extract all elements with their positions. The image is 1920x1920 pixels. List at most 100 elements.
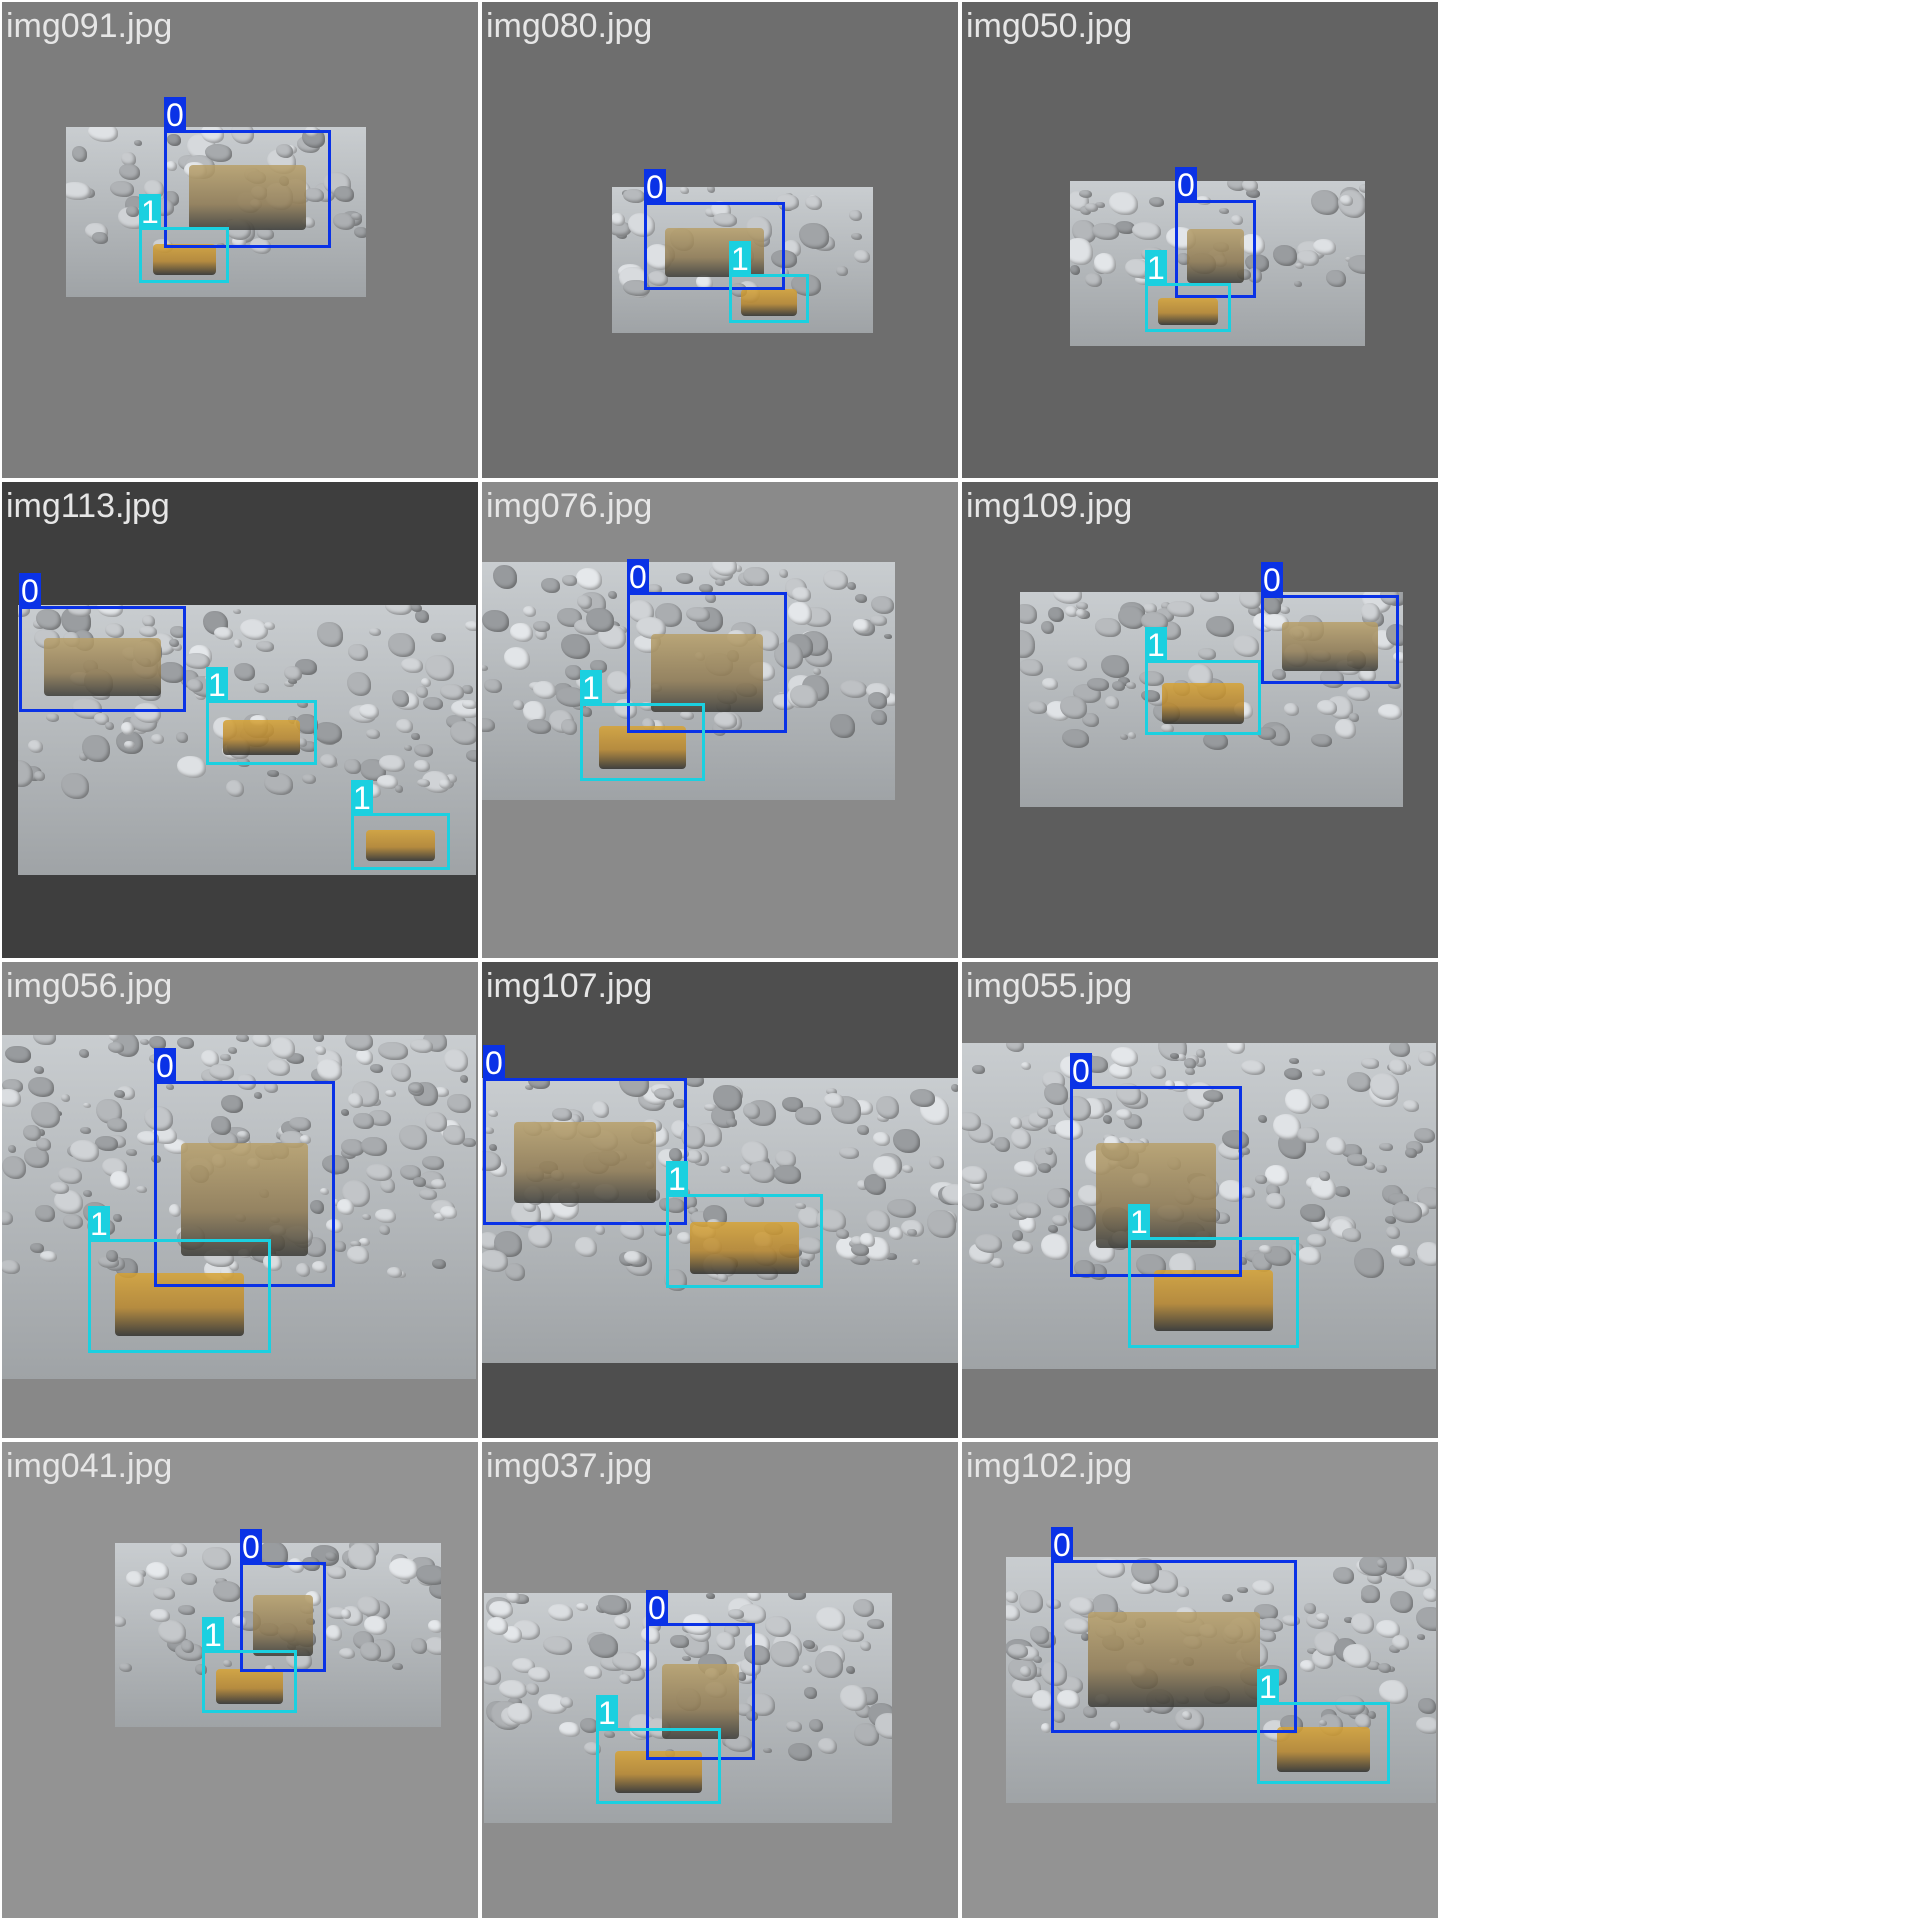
- bounding-box-class-1: [596, 1728, 721, 1804]
- rock-texture: [654, 1087, 675, 1100]
- rock-texture: [608, 591, 617, 599]
- rock-texture: [489, 1601, 514, 1619]
- rock-texture: [1310, 190, 1339, 216]
- rock-texture: [1167, 600, 1194, 617]
- rock-texture: [1047, 1124, 1059, 1135]
- rock-texture: [854, 250, 870, 263]
- rock-texture: [1358, 183, 1365, 193]
- rock-texture: [874, 1712, 892, 1740]
- rock-texture: [1284, 703, 1299, 716]
- rock-texture: [788, 1593, 806, 1601]
- rock-texture: [66, 181, 91, 201]
- class-label-tag: 0: [1261, 562, 1283, 598]
- rock-texture: [857, 1124, 870, 1136]
- excavator-shape: [651, 634, 763, 712]
- rock-texture: [1047, 1225, 1058, 1234]
- rock-texture: [1219, 207, 1230, 214]
- rock-texture: [870, 709, 887, 725]
- rock-texture: [854, 593, 868, 604]
- rock-texture: [150, 733, 164, 745]
- rock-texture: [745, 1710, 758, 1722]
- mosaic-tile: img080.jpg 0 1: [482, 2, 958, 478]
- rock-texture: [369, 627, 382, 637]
- rock-texture: [1031, 1689, 1055, 1711]
- rock-texture: [236, 1130, 249, 1139]
- rock-texture: [316, 621, 343, 648]
- rock-texture: [28, 1077, 54, 1097]
- rock-texture: [422, 696, 444, 710]
- rock-texture: [234, 663, 256, 682]
- rock-texture: [208, 1063, 235, 1080]
- rock-texture: [1040, 1233, 1069, 1261]
- rock-texture: [1222, 1593, 1234, 1603]
- rock-texture: [287, 678, 297, 685]
- rock-texture: [677, 1232, 693, 1244]
- rock-texture: [1160, 602, 1171, 611]
- mosaic-tile: img091.jpg 0 1: [2, 2, 478, 478]
- rock-texture: [366, 1164, 392, 1182]
- rock-texture: [875, 1096, 899, 1119]
- bounding-box-class-0: [1051, 1560, 1297, 1733]
- bounding-box-class-1: [1145, 283, 1231, 332]
- rock-texture: [110, 180, 135, 198]
- rock-texture: [1226, 1043, 1245, 1055]
- rock-texture: [1307, 1234, 1326, 1248]
- dump-truck-shape: [216, 1668, 283, 1704]
- rock-texture: [378, 755, 405, 773]
- rock-texture: [867, 691, 888, 709]
- rock-texture: [687, 1207, 699, 1216]
- rock-texture: [1392, 1635, 1410, 1651]
- bounding-box-class-0: [644, 202, 785, 290]
- rock-texture: [1310, 1093, 1330, 1110]
- rock-texture: [528, 1078, 551, 1090]
- rock-texture: [176, 731, 188, 743]
- rock-texture: [645, 583, 663, 594]
- rock-texture: [942, 1183, 958, 1206]
- rock-texture: [227, 1047, 237, 1054]
- rock-texture: [344, 758, 361, 775]
- rock-texture: [1072, 219, 1097, 243]
- image-filename: img102.jpg: [966, 1447, 1133, 1485]
- class-label-tag: 1: [1128, 1204, 1150, 1240]
- rock-texture: [711, 562, 737, 577]
- rock-texture: [962, 1112, 982, 1131]
- rock-texture: [1389, 1058, 1408, 1076]
- rock-texture: [635, 617, 666, 639]
- rock-texture: [1414, 1127, 1436, 1143]
- rock-texture: [177, 1037, 195, 1049]
- rock-texture: [926, 1209, 956, 1239]
- rock-texture: [181, 1639, 195, 1653]
- rock-texture: [845, 1665, 855, 1675]
- rock-texture: [35, 1137, 52, 1151]
- rock-texture: [1140, 612, 1168, 632]
- rock-texture: [556, 686, 587, 707]
- rock-texture: [1416, 1607, 1436, 1632]
- rock-texture: [462, 699, 476, 710]
- rock-texture: [33, 1066, 44, 1074]
- rock-texture: [706, 187, 715, 193]
- rock-texture: [121, 151, 137, 167]
- rock-texture: [683, 1078, 705, 1088]
- rock-texture: [835, 1229, 850, 1240]
- rock-texture: [462, 684, 473, 695]
- rock-texture: [779, 568, 789, 578]
- rock-texture: [440, 1206, 458, 1220]
- dump-truck-shape: [115, 1273, 244, 1336]
- rock-texture: [581, 707, 592, 717]
- bounding-box-class-0: [483, 1078, 687, 1225]
- mosaic-tile: img037.jpg 0 1: [482, 1442, 958, 1918]
- rock-texture: [1259, 1618, 1283, 1633]
- rock-texture: [1094, 201, 1105, 209]
- bounding-box-class-1: [202, 1650, 297, 1713]
- rock-texture: [23, 1146, 50, 1169]
- rock-texture: [799, 223, 829, 249]
- rock-texture: [1231, 215, 1244, 226]
- excavator-shape: [513, 1122, 657, 1203]
- rock-texture: [928, 1156, 945, 1169]
- rock-texture: [428, 1620, 441, 1633]
- rock-texture: [166, 160, 178, 172]
- rock-texture: [298, 738, 308, 747]
- rock-texture: [105, 1249, 119, 1262]
- rock-texture: [221, 1095, 243, 1113]
- rock-texture: [713, 711, 737, 730]
